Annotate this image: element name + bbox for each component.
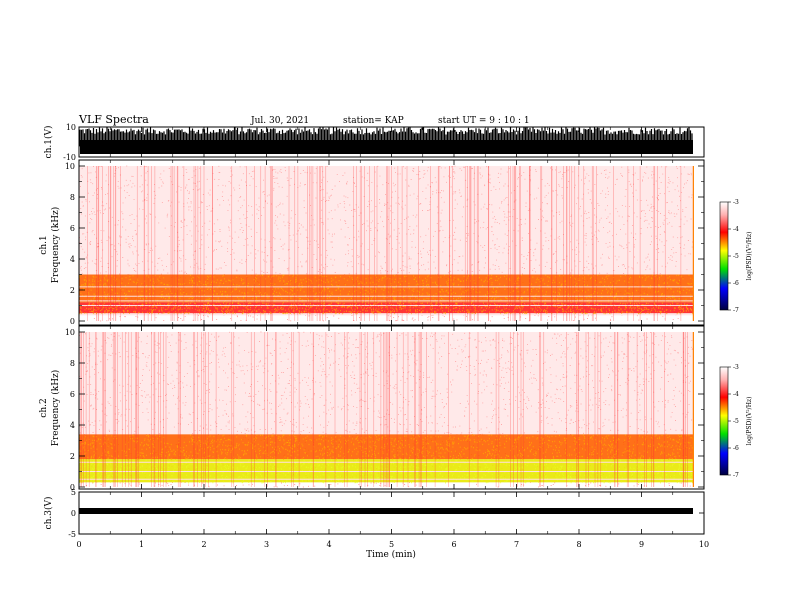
ch2-spectrogram-ylabel-channel: ch.2	[39, 398, 49, 417]
spectrogram-ytick-label: 6	[70, 224, 75, 233]
ch3-waveform-trace	[79, 508, 693, 514]
colorbar-tick-label: -3	[733, 364, 739, 371]
colorbar-tick-label: -3	[733, 199, 739, 206]
colorbar-tick-label: -6	[733, 445, 739, 452]
spectrogram-ytick-label: 0	[70, 317, 75, 326]
date-label: Jul. 30, 2021	[250, 116, 309, 126]
ch1-spectrogram-ylabel-channel: ch.1	[39, 235, 49, 254]
spectrogram-band	[79, 459, 694, 483]
ch2-colorbar: -3 -4 -5 -6 -7 log(PSD)(V²/Hz)	[719, 364, 753, 479]
station-label: station= KAP	[343, 116, 404, 126]
ch2-spectrogram-panel: 0 2 4 6 8 10 ch.2 Frequency (kHz)	[39, 325, 705, 492]
x-axis-label: Time (min)	[366, 549, 416, 560]
x-tick-label: 3	[264, 540, 269, 549]
x-tick-label: 0	[76, 540, 81, 549]
x-tick-label: 7	[514, 540, 519, 549]
x-tick-label: 4	[326, 540, 331, 549]
spectrogram-ytick-label: 10	[65, 328, 75, 337]
colorbar-tick-label: -5	[733, 253, 739, 260]
x-tick-label: 9	[639, 540, 644, 549]
ch3-waveform-ytick-label: -5	[68, 530, 76, 539]
ch2-spectrogram-ylabel: Frequency (kHz)	[50, 370, 61, 447]
ch3-waveform-ytick-label: 5	[71, 488, 76, 497]
spectrogram-ytick-label: 2	[70, 286, 75, 295]
ch1-colorbar: -3 -4 -5 -6 -7 log(PSD)(V²/Hz)	[719, 199, 753, 314]
spectrogram-band	[79, 332, 694, 435]
colorbar-tick-label: -4	[733, 391, 739, 398]
ch2-spectrogram-streaks	[80, 332, 694, 487]
ch1-colorbar-label: log(PSD)(V²/Hz)	[746, 232, 753, 281]
figure-title: VLF Spectra	[78, 113, 149, 126]
ch3-waveform-panel: 50-5 0 1 2 3 4 5 6 7 8 9 10 ch.3(V) Time (min)	[43, 127, 709, 560]
x-tick-label: 5	[389, 540, 394, 549]
colorbar-tick-label: -7	[733, 472, 739, 479]
spectrogram-ytick-label: 4	[70, 421, 75, 430]
spectrogram-ytick-label: 10	[65, 162, 75, 171]
x-tick-label: 6	[451, 540, 456, 549]
x-tick-label: 10	[699, 540, 709, 549]
ch2-colorbar-label: log(PSD)(V²/Hz)	[746, 397, 753, 446]
ch1-waveform-ytick-label: -10	[63, 153, 76, 162]
ch1-waveform-panel: 10 -10 ch.1(V)	[43, 123, 705, 162]
spectrogram-ytick-label: 6	[70, 390, 75, 399]
ch1-waveform-trace	[79, 127, 693, 154]
ch1-waveform-ylabel: ch.1(V)	[43, 126, 54, 159]
colorbar-tick-label: -5	[733, 418, 739, 425]
ch3-waveform-ytick-label: 0	[71, 509, 76, 518]
ch1-spectrogram-ylabel: Frequency (kHz)	[50, 207, 61, 284]
colorbar-tick-label: -6	[733, 280, 739, 287]
ch1-spectrogram-bands	[78, 165, 695, 322]
ch1-spectrogram-panel: 0 2 4 6 8 10 ch.1 Frequency (kHz)	[39, 159, 705, 326]
ch1-waveform-core	[80, 140, 693, 154]
colorbar-tick-label: -4	[733, 226, 739, 233]
ch3-waveform-ylabel: ch.3(V)	[43, 497, 54, 530]
ch1-spectrogram-streaks	[87, 166, 694, 321]
spectrogram-ytick-label: 4	[70, 255, 75, 264]
x-tick-label: 8	[576, 540, 581, 549]
x-tick-label: 1	[139, 540, 144, 549]
spectrogram-streak	[87, 166, 682, 321]
spectrogram-ytick-label: 8	[70, 359, 75, 368]
x-tick-label: 2	[201, 540, 206, 549]
spectrogram-ytick-label: 8	[70, 193, 75, 202]
spectrogram-streak	[80, 332, 688, 487]
spectrogram-ytick-label: 0	[70, 483, 75, 492]
spectrogram-ytick-label: 2	[70, 452, 75, 461]
ch1-waveform-ytick-label: 10	[66, 123, 76, 132]
start-time-label: start UT = 9 : 10 : 1	[438, 116, 530, 126]
colorbar-tick-label: -7	[733, 307, 739, 314]
